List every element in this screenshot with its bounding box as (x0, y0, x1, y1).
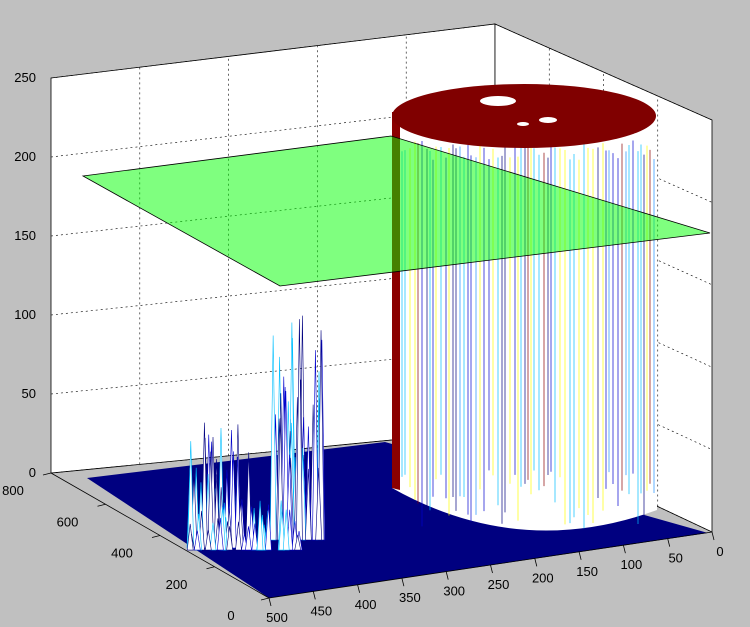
z-tick-label: 200 (14, 149, 36, 164)
y-axis-ticks: 0 200 400 600 800 (2, 472, 270, 623)
peak-spike (251, 523, 259, 551)
peak-spike (209, 522, 217, 551)
x-tick-label: 50 (668, 551, 682, 566)
z-tick-label: 250 (14, 70, 36, 85)
peak-spike (186, 523, 194, 551)
y-tick-label: 200 (166, 577, 188, 592)
x-tick-label: 100 (621, 557, 643, 572)
x-tick-label: 500 (266, 610, 288, 625)
peak-spike (256, 500, 264, 551)
x-tick-mark (623, 545, 626, 554)
peak-spike (315, 467, 322, 541)
x-tick-label: 250 (488, 577, 510, 592)
peak-spike (305, 468, 312, 541)
plateau-top-spot (539, 117, 557, 123)
x-tick-label: 300 (443, 584, 465, 599)
z-tick-label: 50 (22, 386, 36, 401)
z-tick-label: 0 (29, 465, 36, 480)
floor-surface (87, 442, 708, 598)
x-tick-mark (490, 564, 493, 574)
y-tick-mark (206, 566, 215, 570)
x-tick-label: 450 (310, 603, 332, 618)
x-tick-label: 400 (355, 597, 377, 612)
peak-spike (269, 335, 277, 541)
x-tick-label: 0 (716, 544, 723, 559)
plateau-top-spot (517, 122, 529, 126)
peak-spike (216, 517, 224, 551)
y-tick-label: 400 (111, 546, 133, 561)
x-axis-ticks: 0 50 100 150 200 250 300 350 400 450 500 (266, 531, 724, 625)
x-tick-label: 150 (576, 564, 598, 579)
plateau-top-hole (480, 96, 516, 106)
threshold-plane (81, 135, 711, 287)
y-tick-mark (260, 597, 270, 601)
z-axis-ticks: 0 50 100 150 200 250 (14, 70, 36, 480)
small-peaks (186, 315, 326, 551)
x-tick-mark (667, 538, 671, 547)
peak-spike (235, 521, 242, 551)
x-tick-mark (711, 531, 715, 541)
y-tick-label: 0 (227, 608, 234, 623)
x-tick-mark (268, 597, 272, 607)
peak-spike (278, 508, 286, 551)
x-tick-mark (534, 558, 538, 567)
x-tick-mark (401, 578, 405, 587)
z-tick-label: 150 (14, 228, 36, 243)
peak-spike (204, 529, 212, 551)
x-tick-mark (445, 571, 449, 580)
peak-spike (294, 534, 302, 551)
peak-spike (193, 530, 201, 551)
y-tick-label: 800 (2, 483, 24, 498)
x-tick-mark (578, 551, 582, 560)
z-tick-label: 100 (14, 307, 36, 322)
peak-spike (245, 526, 252, 551)
peak-spike (230, 451, 237, 549)
x-tick-mark (357, 584, 360, 593)
x-tick-label: 350 (399, 590, 421, 605)
plateau-top (392, 84, 656, 148)
peak-spike (265, 504, 272, 551)
x-tick-label: 200 (532, 570, 554, 585)
x-tick-mark (312, 591, 316, 600)
peak-spike (226, 526, 233, 551)
peak-spike (282, 509, 290, 551)
y-tick-mark (151, 535, 161, 538)
y-tick-label: 600 (57, 514, 79, 529)
y-tick-mark (97, 503, 106, 507)
y-tick-mark (42, 472, 52, 476)
